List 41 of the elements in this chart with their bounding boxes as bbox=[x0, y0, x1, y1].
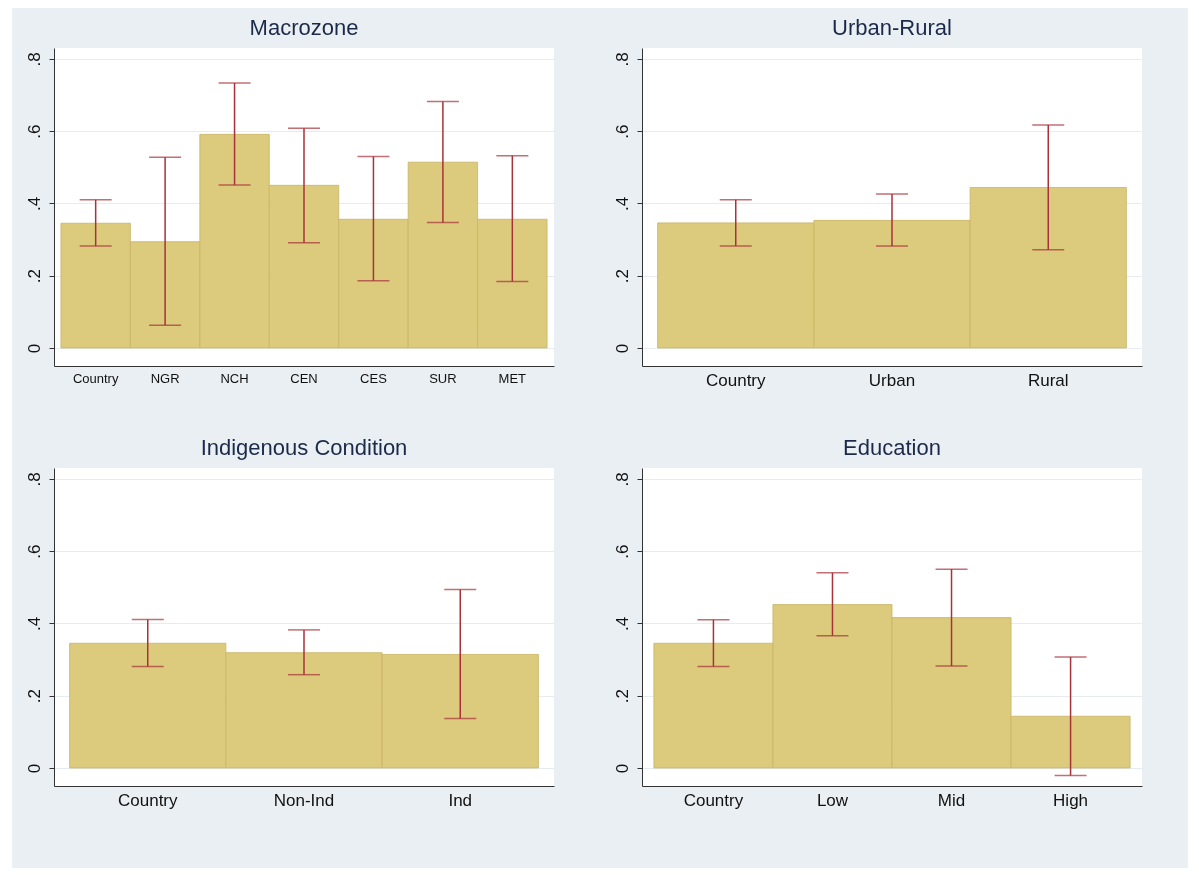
y-tick-label: .6 bbox=[24, 544, 44, 559]
x-tick-label: NCH bbox=[220, 370, 249, 386]
y-tick-label: .4 bbox=[612, 196, 632, 211]
x-tick-label: Country bbox=[705, 370, 767, 390]
x-tick-label: Urban bbox=[868, 370, 916, 390]
y-tick-label: .8 bbox=[612, 472, 632, 487]
chart-title: Indigenous Condition bbox=[200, 435, 408, 460]
y-tick-label: 0 bbox=[24, 763, 44, 774]
x-tick-label: Low bbox=[816, 790, 849, 810]
y-tick-label: 0 bbox=[612, 763, 632, 774]
y-tick-label: .8 bbox=[612, 52, 632, 67]
x-tick-label: NGR bbox=[150, 370, 180, 386]
y-tick-label: .8 bbox=[24, 52, 44, 67]
x-tick-label: Country bbox=[683, 790, 744, 810]
y-tick-label: .2 bbox=[612, 269, 632, 284]
x-tick-label: SUR bbox=[429, 370, 457, 386]
x-tick-label: High bbox=[1053, 790, 1089, 810]
x-tick-label: MET bbox=[498, 370, 527, 386]
y-tick-label: .6 bbox=[24, 124, 44, 139]
x-tick-label: Country bbox=[117, 790, 179, 810]
y-tick-label: .4 bbox=[612, 616, 632, 631]
x-tick-label: CEN bbox=[290, 370, 318, 386]
y-tick-label: .2 bbox=[24, 689, 44, 704]
y-tick-label: .8 bbox=[24, 472, 44, 487]
y-tick-label: .2 bbox=[612, 689, 632, 704]
chart-title: Education bbox=[843, 435, 941, 460]
chart-title: Urban-Rural bbox=[832, 15, 952, 40]
chart-title: Macrozone bbox=[249, 15, 359, 40]
y-tick-label: 0 bbox=[24, 343, 44, 354]
x-tick-label: Non-Ind bbox=[273, 790, 335, 810]
x-tick-label: Mid bbox=[937, 790, 966, 810]
y-tick-label: .4 bbox=[24, 196, 44, 211]
y-tick-label: .2 bbox=[24, 269, 44, 284]
x-tick-label: Ind bbox=[448, 790, 473, 810]
y-tick-label: .6 bbox=[612, 124, 632, 139]
y-tick-label: .6 bbox=[612, 544, 632, 559]
x-tick-label: Rural bbox=[1027, 370, 1069, 390]
y-tick-label: 0 bbox=[612, 343, 632, 354]
x-tick-label: Country bbox=[72, 370, 119, 386]
y-tick-label: .4 bbox=[24, 616, 44, 631]
x-tick-label: CES bbox=[360, 370, 388, 386]
